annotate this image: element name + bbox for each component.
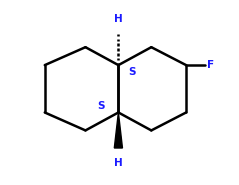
Polygon shape <box>114 112 122 148</box>
Text: H: H <box>114 14 123 23</box>
Text: H: H <box>114 158 123 168</box>
Text: S: S <box>129 67 136 77</box>
Text: S: S <box>97 101 105 111</box>
Text: F: F <box>206 60 214 70</box>
